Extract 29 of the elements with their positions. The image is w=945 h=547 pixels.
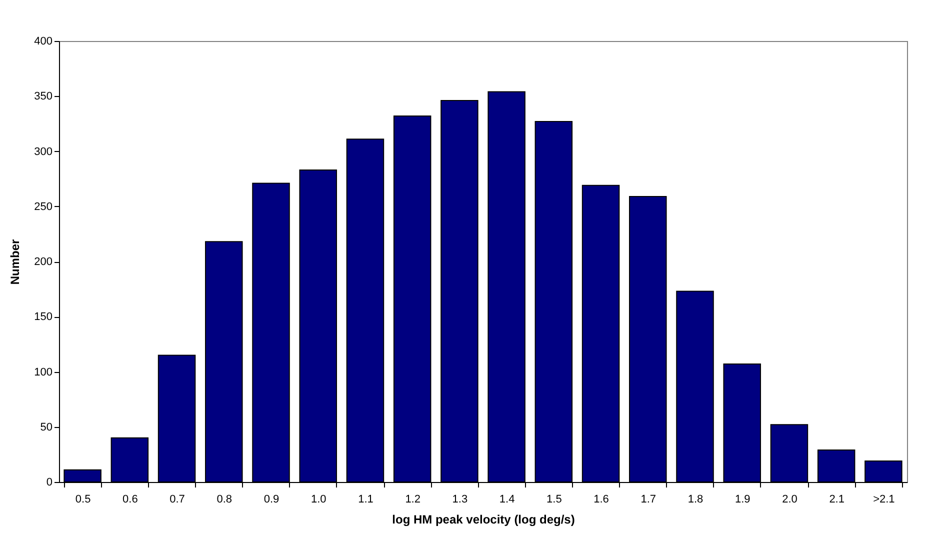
x-tick-label: 1.2	[405, 494, 420, 506]
y-tick-label: 400	[34, 36, 52, 48]
y-tick-label: 350	[34, 90, 52, 103]
x-tick-label: 0.8	[216, 494, 232, 506]
x-tick-label: >2.1	[873, 494, 895, 506]
x-tick-label: 0.6	[122, 494, 138, 506]
y-tick-label: 300	[34, 146, 52, 158]
y-tick-label: 0	[46, 476, 52, 488]
y-tick-label: 100	[34, 366, 52, 378]
x-tick-label: 0.9	[264, 494, 280, 506]
x-tick-label: 1.1	[358, 494, 374, 506]
x-tick-label: 0.7	[170, 494, 185, 506]
x-tick-label: 1.7	[640, 494, 656, 506]
x-tick-label: 1.8	[688, 494, 704, 506]
y-tick-label: 200	[34, 256, 52, 268]
x-tick-label: 1.3	[452, 494, 468, 506]
y-axis-title: Number	[8, 239, 22, 285]
x-tick-label: 1.4	[499, 494, 515, 506]
x-tick-label: 2.1	[829, 494, 844, 506]
x-tick-label: 0.5	[75, 494, 91, 506]
x-tick-label: 2.0	[782, 494, 798, 506]
x-tick-label: 1.9	[734, 494, 750, 506]
x-axis-title: log HM peak velocity (log deg/s)	[392, 512, 575, 526]
y-tick-label: 250	[34, 200, 52, 213]
x-tick-label: 1.5	[546, 494, 562, 506]
y-tick-label: 50	[40, 421, 52, 434]
y-tick-label: 150	[34, 311, 52, 324]
x-tick-label: 1.6	[594, 494, 609, 506]
x-tick-label: 1.0	[310, 494, 326, 506]
